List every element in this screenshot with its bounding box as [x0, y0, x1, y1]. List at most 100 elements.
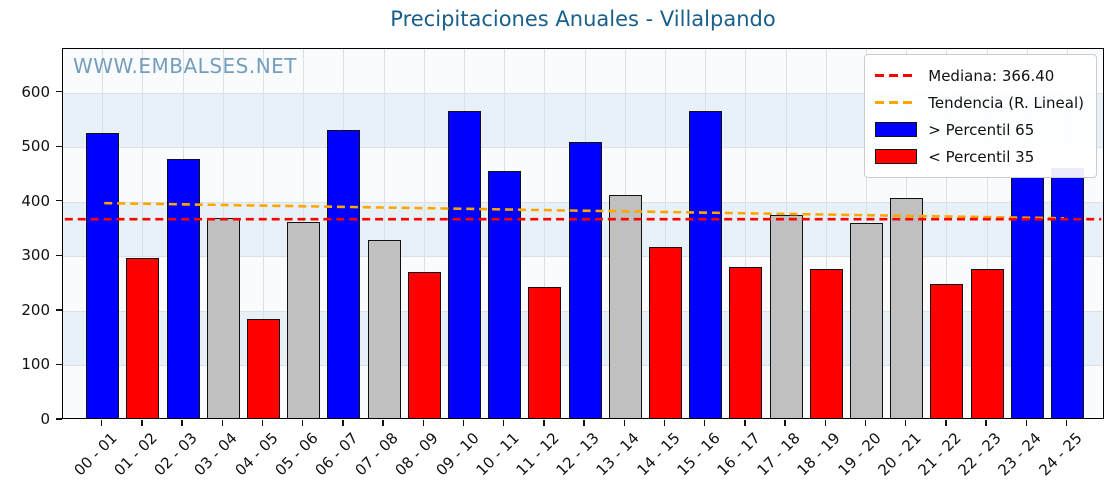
xtick-mark-19-20 — [864, 420, 867, 426]
xtick-mark-00-01 — [101, 420, 103, 426]
bar-18-19 — [809, 269, 843, 418]
xtick-mark-04-05 — [261, 420, 264, 426]
xtick-mark-21-22 — [945, 420, 947, 426]
ytick-mark-400 — [56, 200, 62, 202]
legend-item-trend: Tendencia (R. Lineal) — [875, 89, 1084, 116]
xtick-label-00-01: 00 - 01 — [70, 429, 121, 480]
legend-label-median: Mediana: 366.40 — [928, 66, 1055, 85]
legend-label-above: > Percentil 65 — [928, 120, 1035, 139]
bar-04-05 — [247, 318, 280, 418]
xtick-mark-09-10 — [462, 420, 465, 426]
xtick-label-05-06: 05 - 06 — [271, 429, 322, 480]
xtick-label-15-16: 15 - 16 — [673, 429, 724, 480]
ytick-label-400: 400 — [21, 191, 50, 210]
bar-10-11 — [488, 171, 522, 418]
bar-00-01 — [86, 132, 120, 418]
bar-17-18 — [769, 215, 803, 418]
vgridline-08-09 — [423, 49, 425, 418]
legend-item-median: Mediana: 366.40 — [875, 62, 1084, 89]
xtick-label-18-19: 18 - 19 — [793, 429, 845, 480]
hgridline-600 — [63, 92, 1103, 94]
ytick-label-500: 500 — [21, 137, 50, 156]
bar-22-23 — [970, 269, 1004, 418]
bar-14-15 — [649, 246, 682, 418]
ytick-mark-0 — [56, 418, 62, 420]
trend-dash-marker — [875, 101, 918, 104]
bar-11-12 — [528, 287, 562, 418]
bar-16-17 — [729, 266, 763, 418]
bar-03-04 — [206, 218, 240, 418]
legend: Mediana: 366.40 Tendencia (R. Lineal) > … — [864, 54, 1097, 178]
xtick-mark-12-13 — [583, 420, 585, 426]
xtick-mark-07-08 — [382, 420, 384, 426]
median-dash-marker — [875, 74, 918, 77]
xtick-label-07-08: 07 - 08 — [351, 429, 402, 480]
xtick-label-08-09: 08 - 09 — [391, 429, 443, 480]
xtick-label-14-15: 14 - 15 — [632, 429, 684, 480]
vgridline-18-19 — [825, 49, 827, 418]
xtick-mark-02-03 — [181, 420, 183, 426]
ytick-label-300: 300 — [21, 246, 50, 265]
bar-07-08 — [367, 239, 401, 418]
bar-24-25 — [1051, 168, 1084, 418]
xtick-label-11-12: 11 - 12 — [512, 429, 563, 480]
xtick-label-21-22: 21 - 22 — [914, 429, 965, 480]
legend-label-trend: Tendencia (R. Lineal) — [928, 93, 1084, 112]
xtick-label-16-17: 16 - 17 — [713, 429, 764, 480]
xtick-mark-08-09 — [422, 420, 424, 426]
xtick-mark-20-21 — [905, 420, 907, 426]
legend-label-below: < Percentil 35 — [928, 147, 1035, 166]
bar-19-20 — [850, 222, 883, 418]
ytick-label-600: 600 — [21, 82, 50, 101]
vgridline-22-23 — [986, 49, 988, 418]
bar-21-22 — [930, 283, 964, 418]
ytick-label-0: 0 — [40, 410, 50, 428]
xtick-label-13-14: 13 - 14 — [592, 429, 644, 480]
bar-05-06 — [287, 221, 321, 418]
vgridline-14-15 — [665, 49, 666, 418]
bar-02-03 — [166, 158, 200, 418]
ytick-label-100: 100 — [21, 355, 50, 374]
ytick-mark-300 — [56, 254, 62, 256]
bar-23-24 — [1010, 176, 1044, 418]
bar-13-14 — [608, 195, 642, 418]
legend-item-below-percentile: < Percentil 35 — [875, 143, 1084, 170]
ytick-mark-200 — [56, 309, 62, 311]
bar-12-13 — [568, 142, 602, 418]
vgridline-07-08 — [383, 49, 385, 418]
xtick-label-22-23: 22 - 23 — [954, 429, 1005, 480]
bar-09-10 — [448, 110, 481, 418]
bar-06-07 — [327, 129, 361, 418]
xtick-label-12-13: 12 - 13 — [552, 429, 603, 480]
bar-08-09 — [407, 272, 441, 418]
bar-20-21 — [890, 197, 924, 418]
xtick-label-24-25: 24 - 25 — [1034, 429, 1086, 480]
xtick-mark-11-12 — [543, 420, 545, 426]
xtick-label-04-05: 04 - 05 — [230, 429, 282, 480]
watermark: WWW.EMBALSES.NET — [73, 54, 298, 78]
below-percentile-swatch — [875, 149, 918, 164]
xtick-label-17-18: 17 - 18 — [753, 429, 804, 480]
xtick-label-01-02: 01 - 02 — [110, 429, 161, 480]
xtick-label-06-07: 06 - 07 — [311, 429, 362, 480]
xtick-mark-24-25 — [1065, 420, 1068, 426]
vgridline-04-05 — [263, 49, 264, 418]
xtick-label-10-11: 10 - 11 — [472, 429, 523, 480]
vgridline-01-02 — [142, 49, 144, 418]
xtick-label-23-24: 23 - 24 — [994, 429, 1046, 480]
xtick-mark-15-16 — [704, 420, 706, 426]
xtick-mark-16-17 — [744, 420, 746, 426]
xtick-label-19-20: 19 - 20 — [833, 429, 885, 480]
vgridline-11-12 — [544, 49, 546, 418]
xtick-label-20-21: 20 - 21 — [874, 429, 925, 480]
chart-title: Precipitaciones Anuales - Villalpando — [390, 7, 776, 31]
xtick-mark-05-06 — [302, 420, 304, 426]
xtick-mark-17-18 — [784, 420, 786, 426]
xtick-mark-03-04 — [221, 420, 223, 426]
xtick-mark-18-19 — [824, 420, 826, 426]
xtick-mark-10-11 — [503, 420, 505, 426]
xtick-mark-13-14 — [623, 420, 625, 426]
xtick-label-09-10: 09 - 10 — [431, 429, 483, 480]
xtick-label-03-04: 03 - 04 — [190, 429, 242, 480]
